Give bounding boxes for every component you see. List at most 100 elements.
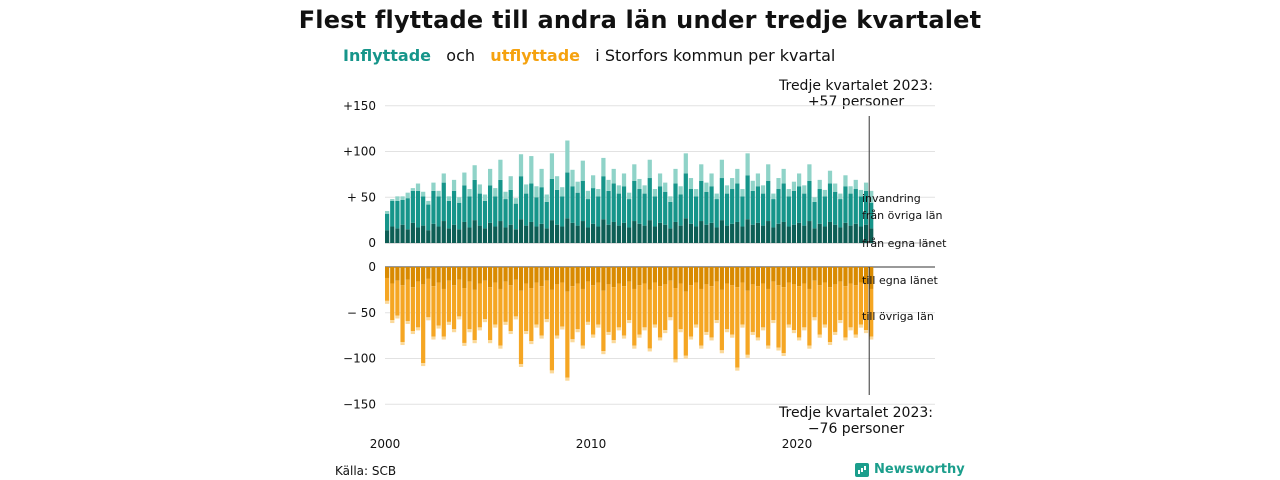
bar-out-other-counties	[544, 280, 549, 320]
bar-out-emigration	[822, 324, 827, 328]
y-tick-bottom: −100	[343, 352, 376, 366]
bar-in-own-county	[863, 224, 869, 243]
bar-out-emigration	[482, 319, 488, 323]
bar-out-own-county	[606, 267, 611, 285]
bar-in-immigration	[482, 194, 488, 201]
bar-in-immigration	[663, 182, 668, 192]
bar-out-own-county	[482, 267, 488, 281]
bar-in-immigration	[668, 196, 673, 202]
bar-out-other-counties	[730, 285, 735, 335]
bar-in-immigration	[431, 182, 436, 191]
bar-out-other-counties	[652, 282, 658, 325]
y-tick-top: + 50	[347, 190, 376, 204]
bar-out-other-counties	[457, 279, 462, 317]
bar-in-other-counties	[549, 178, 555, 221]
bar-out-other-counties	[694, 282, 699, 325]
bar-in-own-county	[415, 227, 421, 243]
bar-in-immigration	[709, 173, 714, 187]
bar-in-immigration	[580, 160, 585, 181]
bar-out-other-counties	[534, 282, 539, 325]
bar-in-immigration	[694, 189, 699, 197]
bar-in-own-county	[647, 220, 652, 243]
bar-out-other-counties	[621, 286, 627, 336]
bar-out-own-county	[488, 267, 493, 288]
bar-out-other-counties	[714, 281, 719, 321]
bar-out-own-county	[627, 267, 632, 282]
bar-out-emigration	[683, 355, 688, 359]
bar-in-own-county	[848, 225, 853, 243]
bar-in-other-counties	[467, 196, 472, 228]
bar-in-own-county	[580, 221, 585, 243]
bar-out-own-county	[446, 267, 452, 281]
bar-out-other-counties	[657, 286, 663, 338]
bar-in-own-county	[591, 223, 596, 243]
bar-out-emigration	[637, 334, 642, 338]
bar-out-emigration	[771, 320, 776, 324]
bar-out-other-counties	[791, 284, 797, 331]
bar-in-own-county	[467, 227, 472, 243]
bar-in-immigration	[791, 181, 797, 191]
bar-out-emigration	[812, 317, 817, 321]
bar-out-emigration	[740, 324, 745, 328]
bar-in-other-counties	[833, 191, 838, 225]
bar-in-other-counties	[786, 196, 791, 227]
bar-out-emigration	[688, 336, 694, 340]
bar-out-emigration	[385, 300, 390, 304]
bar-out-other-counties	[441, 288, 446, 337]
bar-in-immigration	[652, 189, 658, 197]
bar-out-other-counties	[415, 281, 421, 328]
bar-in-other-counties	[390, 200, 395, 227]
bar-in-immigration	[549, 153, 555, 179]
bar-out-emigration	[493, 324, 498, 328]
bar-out-own-county	[858, 267, 864, 283]
bar-out-own-county	[441, 267, 446, 289]
bar-in-own-county	[493, 226, 498, 243]
bar-in-immigration	[827, 170, 833, 184]
bar-out-own-county	[493, 267, 498, 283]
bar-out-own-county	[760, 267, 766, 284]
bar-out-other-counties	[647, 289, 652, 349]
bar-out-emigration	[642, 327, 647, 331]
bar-out-emigration	[838, 320, 843, 324]
bar-out-emigration	[575, 329, 580, 333]
bar-in-own-county	[714, 227, 719, 243]
bar-out-own-county	[591, 267, 596, 286]
bar-in-own-county	[760, 225, 766, 243]
bar-in-own-county	[621, 222, 627, 243]
subtitle-and: och	[446, 46, 476, 65]
bar-in-other-counties	[771, 199, 776, 228]
bar-in-other-counties	[415, 190, 421, 228]
bar-out-emigration	[621, 335, 627, 339]
bar-out-emigration	[601, 351, 606, 355]
bar-out-other-counties	[807, 288, 812, 346]
bar-in-immigration	[627, 192, 632, 200]
bar-out-other-counties	[673, 288, 678, 360]
bar-out-own-county	[791, 267, 797, 285]
bar-in-immigration	[838, 193, 843, 200]
bar-in-own-county	[601, 219, 606, 243]
bar-in-own-county	[518, 219, 524, 243]
bar-out-emigration	[518, 363, 524, 367]
bar-in-immigration	[745, 153, 750, 176]
bar-out-own-county	[714, 267, 719, 282]
newsworthy-icon	[855, 462, 869, 477]
bar-in-own-county	[421, 225, 426, 243]
bar-out-other-counties	[848, 283, 853, 328]
bar-out-other-counties	[405, 279, 410, 321]
bar-out-emigration	[534, 324, 539, 328]
series-label-to-other-counties: till övriga län	[862, 310, 934, 323]
bar-out-emigration	[719, 350, 724, 354]
bar-out-other-counties	[760, 283, 766, 328]
bar-in-own-county	[843, 222, 848, 243]
bar-out-own-county	[853, 267, 858, 286]
bar-in-immigration	[421, 191, 426, 197]
bar-in-immigration	[446, 196, 452, 201]
bar-out-emigration	[853, 334, 858, 338]
bar-out-emigration	[663, 330, 668, 334]
bar-out-other-counties	[724, 283, 730, 330]
bar-out-other-counties	[390, 283, 395, 321]
bar-out-own-county	[838, 267, 843, 282]
bar-out-emigration	[539, 335, 544, 339]
bar-in-other-counties	[714, 199, 719, 228]
bar-in-other-counties	[843, 186, 848, 223]
